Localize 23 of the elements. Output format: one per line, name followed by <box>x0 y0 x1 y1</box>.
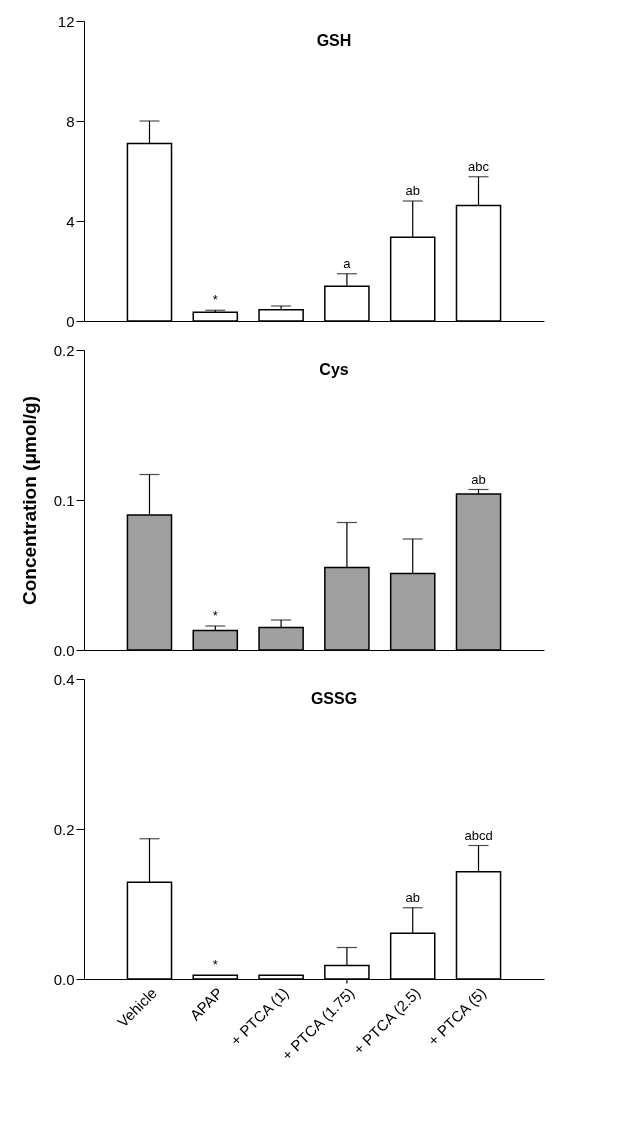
annotation: abc <box>468 158 490 174</box>
y-tick-label: 0.4 <box>53 670 75 688</box>
annotation: * <box>212 608 218 623</box>
annotation: a <box>343 255 352 271</box>
text: GSH <box>316 32 352 49</box>
text: GSSG <box>310 690 358 707</box>
y-tick-label: 0.2 <box>53 341 75 359</box>
text: Cys <box>319 361 349 378</box>
y-tick-label: 0 <box>66 312 75 330</box>
y-axis-title: Concentration (μmol/g) <box>18 396 40 605</box>
annotation: ab <box>471 471 486 487</box>
y-tick-label: 4 <box>66 212 75 230</box>
y-tick-label: 0.0 <box>53 641 75 659</box>
y-tick-label: 0.1 <box>53 491 75 509</box>
annotation: ab <box>405 889 420 905</box>
y-tick-label: 12 <box>57 12 75 30</box>
y-tick-label: 0.2 <box>53 820 75 838</box>
annotation: ab <box>405 183 420 198</box>
annotation: * <box>212 957 218 973</box>
y-tick-label: 8 <box>66 112 75 130</box>
annotation: * <box>212 292 218 308</box>
y-tick-label: 0.0 <box>53 970 75 988</box>
annotation: abcd <box>464 827 493 843</box>
